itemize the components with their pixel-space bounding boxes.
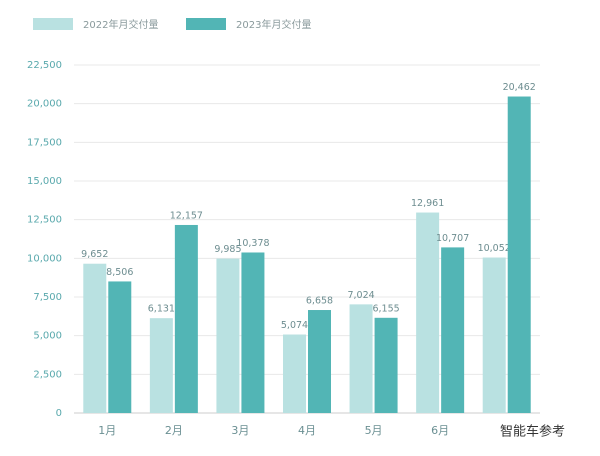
y-tick-label: 0 bbox=[56, 408, 62, 419]
x-tick-label: 1月 bbox=[98, 424, 116, 437]
bar bbox=[349, 304, 373, 413]
x-tick-label: 6月 bbox=[431, 424, 449, 437]
bar bbox=[507, 96, 531, 414]
legend-label: 2022年月交付量 bbox=[83, 18, 158, 31]
y-tick-label: 22,500 bbox=[27, 60, 62, 71]
bar bbox=[83, 263, 107, 413]
value-label: 10,707 bbox=[436, 233, 469, 244]
value-label: 10,378 bbox=[236, 238, 269, 249]
x-tick-label: 3月 bbox=[231, 424, 249, 437]
value-label: 9,985 bbox=[214, 244, 241, 255]
value-label: 20,462 bbox=[503, 82, 536, 93]
y-tick-label: 10,000 bbox=[27, 253, 62, 264]
y-tick-label: 12,500 bbox=[27, 215, 62, 226]
value-label: 12,961 bbox=[411, 198, 444, 209]
value-label: 7,024 bbox=[347, 290, 374, 301]
bar bbox=[482, 257, 506, 413]
y-tick-label: 2,500 bbox=[33, 369, 62, 380]
bar bbox=[283, 334, 306, 413]
value-label: 5,074 bbox=[281, 320, 308, 331]
bar bbox=[308, 310, 331, 413]
bar bbox=[241, 252, 265, 413]
x-tick-label: 2月 bbox=[165, 424, 183, 437]
y-tick-label: 7,500 bbox=[33, 292, 62, 303]
bar bbox=[416, 212, 440, 413]
legend-label: 2023年月交付量 bbox=[236, 18, 311, 31]
y-tick-label: 15,000 bbox=[27, 176, 62, 187]
watermark: 智能车参考 bbox=[500, 424, 565, 440]
x-tick-label: 5月 bbox=[365, 424, 383, 437]
value-label: 6,131 bbox=[148, 304, 175, 315]
legend-swatch bbox=[33, 18, 73, 30]
x-tick-label: 4月 bbox=[298, 424, 316, 437]
bar bbox=[149, 318, 173, 413]
bar bbox=[374, 317, 398, 413]
value-label: 6,658 bbox=[306, 296, 333, 307]
legend-swatch bbox=[186, 18, 226, 30]
bar bbox=[441, 247, 465, 413]
bar bbox=[174, 224, 198, 413]
value-label: 9,652 bbox=[81, 249, 108, 260]
bar bbox=[216, 258, 240, 413]
y-tick-label: 20,000 bbox=[27, 99, 62, 110]
value-label: 10,052 bbox=[478, 243, 511, 254]
value-label: 12,157 bbox=[170, 210, 203, 221]
value-label: 8,506 bbox=[106, 267, 133, 278]
y-tick-label: 5,000 bbox=[33, 331, 62, 342]
y-tick-label: 17,500 bbox=[27, 137, 62, 148]
value-label: 6,155 bbox=[372, 303, 399, 314]
bar bbox=[108, 281, 132, 413]
